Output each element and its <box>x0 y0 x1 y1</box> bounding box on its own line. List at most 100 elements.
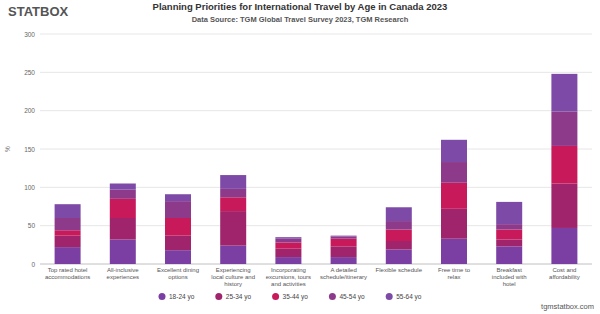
label-line: Breakfast <box>497 267 523 273</box>
grid-line <box>40 149 592 150</box>
label-line: included with <box>492 274 527 280</box>
bar-segment <box>551 146 577 184</box>
legend-swatch <box>215 293 222 300</box>
bar-segment <box>441 209 467 239</box>
bar-segment <box>110 190 136 199</box>
label-line: Cost and <box>552 267 576 273</box>
subtitle: Data Source: TGM Global Travel Survey 20… <box>192 15 409 24</box>
label-line: local culture and <box>211 274 255 280</box>
label-line: excursions, tours <box>266 274 311 280</box>
legend-swatch <box>272 293 279 300</box>
label-line: Excellent dining <box>157 267 199 273</box>
x-tick-label: All-inclusiveexperiences <box>107 267 140 280</box>
bar-segment <box>55 236 81 248</box>
label-line: Flexible schedule <box>376 267 423 273</box>
legend-label: 18-24 yo <box>169 293 195 301</box>
y-tick-label: 50 <box>28 222 36 229</box>
title: Planning Priorities for International Tr… <box>153 1 448 12</box>
bar-segment <box>55 218 81 230</box>
legend-label: 25-34 yo <box>226 293 252 301</box>
bar-segment <box>441 183 467 209</box>
x-tick-label: Excellent diningoptions <box>157 267 199 280</box>
label-line: Experiencing <box>216 267 251 273</box>
bar-segment <box>441 239 467 264</box>
bar-segment <box>331 235 357 237</box>
label-line: accommodations <box>45 274 90 280</box>
bar-segment <box>220 175 246 189</box>
bar-segment <box>386 230 412 242</box>
bar-segment <box>551 184 577 228</box>
x-tick-label: Breakfastincluded withhotel <box>492 267 527 287</box>
label-line: and activities <box>271 281 306 287</box>
bar-segment <box>55 204 81 218</box>
bar-segment <box>165 250 191 264</box>
bar-segment <box>496 230 522 240</box>
y-tick-label: 0 <box>31 261 35 268</box>
bar-segment <box>275 239 301 243</box>
legend-label: 45-54 yo <box>339 293 365 301</box>
x-tick-label: Free time torelax <box>438 267 471 280</box>
bar-segment <box>275 257 301 264</box>
label-line: hotel <box>503 281 516 287</box>
y-tick-label: 150 <box>24 146 35 153</box>
bar-segment <box>496 239 522 246</box>
label-line: Top rated hotel <box>48 267 88 273</box>
bar-segment <box>386 221 412 229</box>
label-line: Incorporating <box>271 267 306 273</box>
bar-segment <box>275 237 301 239</box>
bar-segment <box>496 224 522 229</box>
label-line: relax <box>447 274 460 280</box>
chart: STATBOXtgmstatbox.comPlanning Priorities… <box>0 0 600 314</box>
x-tick-label: Flexible schedule <box>376 267 423 273</box>
legend-label: 35-44 yo <box>283 293 309 301</box>
legend-swatch <box>159 293 166 300</box>
bar-segment <box>165 236 191 251</box>
label-line: All-inclusive <box>107 267 139 273</box>
bar-segment <box>275 243 301 249</box>
legend-swatch <box>329 293 336 300</box>
bar-segment <box>386 249 412 264</box>
bar-segment <box>220 197 246 211</box>
bar-segment <box>220 189 246 197</box>
y-tick-label: 200 <box>24 107 35 114</box>
x-tick-label: Top rated hotelaccommodations <box>45 267 90 280</box>
y-label: % <box>4 146 11 152</box>
bar-segment <box>551 111 577 146</box>
label-line: options <box>168 274 187 280</box>
grid-line <box>40 72 592 73</box>
footer: tgmstatbox.com <box>541 302 594 311</box>
bar-segment <box>165 194 191 201</box>
y-tick-label: 100 <box>24 184 35 191</box>
bar-segment <box>110 239 136 264</box>
grid-line <box>40 34 592 35</box>
bar-segment <box>496 202 522 224</box>
bar-segment <box>496 246 522 264</box>
bar-segment <box>110 199 136 218</box>
bar-segment <box>441 140 467 162</box>
label-line: history <box>224 281 242 287</box>
bar-segment <box>441 162 467 183</box>
bar-segment <box>110 184 136 190</box>
label-line: affordability <box>549 274 580 280</box>
bar-segment <box>165 201 191 218</box>
x-tick-label: Cost andaffordability <box>549 267 580 280</box>
bar-segment <box>275 249 301 257</box>
legend-label: 55-64 yo <box>396 293 422 301</box>
label-line: A detailed <box>330 267 356 273</box>
x-tick-label: A detailedschedule/itinerary <box>320 267 367 280</box>
bar-segment <box>110 218 136 239</box>
bar-segment <box>386 207 412 221</box>
bar-segment <box>165 218 191 236</box>
x-tick-label: Experiencinglocal culture andhistory <box>211 267 255 287</box>
grid-line <box>40 110 592 111</box>
bar-segment <box>331 236 357 238</box>
bar-segment <box>220 246 246 264</box>
bars <box>55 74 578 264</box>
legend-swatch <box>386 293 393 300</box>
bar-segment <box>551 74 577 112</box>
y-tick-label: 300 <box>24 31 35 38</box>
bar-segment <box>551 228 577 264</box>
label-line: Free time to <box>438 267 471 273</box>
bar-segment <box>331 246 357 257</box>
bar-segment <box>386 241 412 249</box>
